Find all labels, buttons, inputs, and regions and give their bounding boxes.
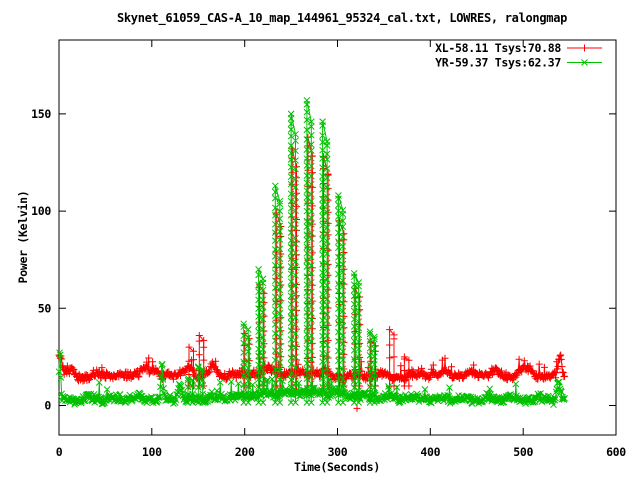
y-tick-label: 100 — [31, 204, 51, 218]
x-tick-label: 600 — [606, 445, 626, 459]
legend-sample-1 — [567, 59, 602, 66]
x-tick-label: 100 — [142, 445, 162, 459]
x-axis-label: Time(Seconds) — [294, 460, 380, 474]
y-axis-label: Power (Kelvin) — [16, 191, 30, 284]
x-tick-label: 0 — [56, 445, 63, 459]
tick-marks — [58, 40, 617, 435]
y-tick-label: 0 — [44, 399, 51, 413]
x-tick-label: 300 — [328, 445, 348, 459]
series-spike-lines-0 — [188, 137, 410, 386]
chart-title: Skynet_61059_CAS-A_10_map_144961_95324_c… — [117, 11, 567, 26]
legend-label-xl: XL-58.11 Tsys:70.88 — [435, 41, 561, 55]
x-tick-label: 500 — [513, 445, 533, 459]
legend-sample-0 — [567, 44, 602, 52]
plot-area: 0 100 200 300 400 500 600 0 50 100 150 — [31, 39, 627, 459]
series-markers-1 — [55, 96, 568, 409]
legend-label-yr: YR-59.37 Tsys:62.37 — [435, 56, 561, 70]
y-tick-label: 150 — [31, 107, 51, 121]
x-tick-label: 400 — [420, 445, 440, 459]
y-tick-label: 50 — [38, 301, 52, 315]
series-spike-lines-1 — [187, 100, 375, 403]
x-tick-label: 200 — [235, 445, 255, 459]
